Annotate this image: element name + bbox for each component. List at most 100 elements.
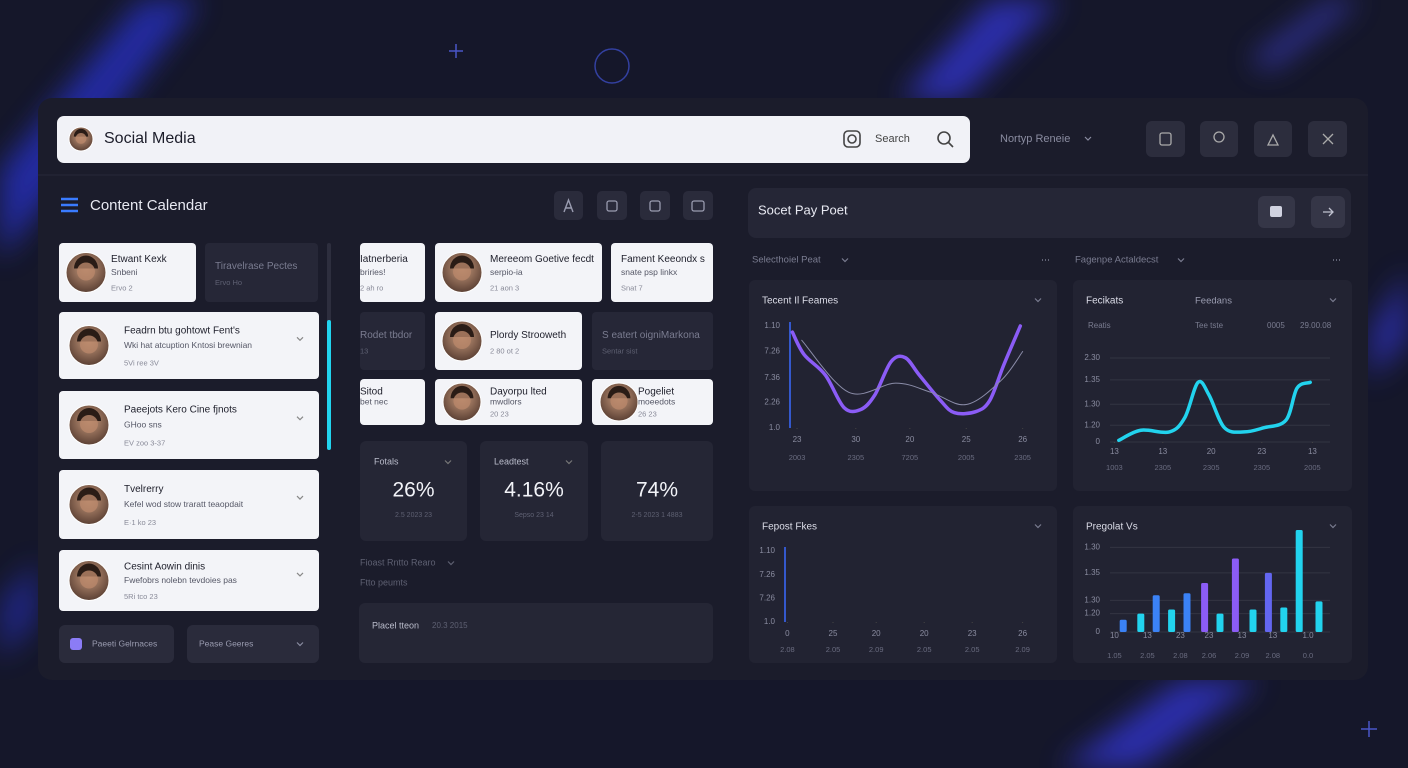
calendar-tools[interactable] bbox=[554, 191, 713, 220]
post-card[interactable] bbox=[360, 312, 425, 370]
x-tick-sublabel: 2.05 bbox=[1140, 651, 1155, 660]
chart-panel bbox=[749, 280, 1057, 491]
card-subtitle: serpio-ia bbox=[490, 267, 523, 277]
post-card[interactable] bbox=[59, 550, 319, 611]
card-title: Plordy Strooweth bbox=[490, 330, 566, 341]
post-card[interactable] bbox=[360, 243, 425, 302]
y-tick-label: 1.35 bbox=[1084, 375, 1100, 384]
link: Ftto peumts bbox=[360, 577, 408, 587]
x-tick-label: 23 bbox=[1205, 631, 1214, 640]
post-card[interactable] bbox=[59, 391, 319, 459]
avatar-head bbox=[80, 415, 98, 433]
bar bbox=[1280, 607, 1288, 632]
section-title: Content Calendar bbox=[90, 197, 208, 214]
post-card[interactable] bbox=[360, 379, 425, 425]
card-title: Iatnerberia bbox=[360, 254, 408, 265]
x-tick-sublabel: 2305 bbox=[847, 453, 864, 462]
x-tick-label: 10 bbox=[1110, 631, 1119, 640]
avatar-head bbox=[453, 392, 471, 410]
y-tick-label: 1.30 bbox=[1084, 399, 1100, 408]
card-meta: 5Ri tco 23 bbox=[124, 592, 158, 601]
card-meta: Snat 7 bbox=[621, 283, 643, 292]
post-card[interactable] bbox=[611, 243, 713, 302]
y-tick-label: 7.26 bbox=[759, 570, 775, 579]
line-series bbox=[790, 324, 1023, 416]
y-tick-label: 1.0 bbox=[769, 423, 781, 432]
chevron bbox=[841, 258, 849, 263]
link: Fioast Rntto Rearo bbox=[360, 557, 436, 567]
bar bbox=[1201, 583, 1209, 632]
card-meta: 2 80 ot 2 bbox=[490, 346, 519, 355]
y-tick-label: 2.30 bbox=[1084, 353, 1100, 362]
column-header: Reatis bbox=[1088, 321, 1111, 330]
card-subtitle: bet nec bbox=[360, 396, 389, 406]
card-title: Etwant Kexk bbox=[111, 254, 168, 265]
card-meta: Ervo 2 bbox=[111, 283, 133, 292]
button-label: Pease Geeres bbox=[199, 638, 253, 648]
x-tick-sublabel: 2.08 bbox=[1173, 651, 1188, 660]
x-tick-sublabel: 2005 bbox=[958, 453, 975, 462]
chart-title: Tecent Il Feames bbox=[762, 296, 838, 307]
filter-button[interactable] bbox=[187, 625, 319, 663]
avatar-head bbox=[75, 133, 87, 144]
y-tick-label: 1.20 bbox=[1084, 609, 1100, 618]
post-card[interactable] bbox=[435, 243, 602, 302]
chevron bbox=[1329, 298, 1337, 303]
x-tick-sublabel: 2.05 bbox=[917, 645, 932, 654]
x-tick-sublabel: 2.08 bbox=[1265, 651, 1280, 660]
panel-label: Placel tteon bbox=[372, 620, 419, 630]
x-tick-label: 30 bbox=[851, 435, 860, 444]
card-subtitle: Snbeni bbox=[111, 267, 138, 277]
chevron bbox=[1034, 524, 1042, 529]
line-series bbox=[1117, 379, 1312, 443]
card-meta: 2 ah ro bbox=[360, 283, 383, 292]
card-meta: 5Vi ree 3V bbox=[124, 359, 159, 368]
column-header: 0005 bbox=[1267, 321, 1285, 330]
bar bbox=[1315, 601, 1323, 632]
bar bbox=[1152, 595, 1160, 632]
stat-card bbox=[601, 441, 713, 541]
post-card[interactable] bbox=[592, 312, 713, 370]
x-tick-label: 13 bbox=[1158, 447, 1167, 456]
chart-subtitle: Feedans bbox=[1195, 296, 1232, 307]
user-menu[interactable]: Nortyp Reneie bbox=[1000, 133, 1070, 145]
x-tick-label: 13 bbox=[1143, 631, 1152, 640]
card-meta: Sentar sist bbox=[602, 346, 638, 355]
stat-value: 74% bbox=[636, 479, 678, 502]
card-title: Sitod bbox=[360, 387, 383, 398]
filter-button[interactable] bbox=[59, 625, 174, 663]
y-tick-label: 1.10 bbox=[759, 546, 775, 555]
bar bbox=[1264, 572, 1272, 632]
chart-title: Pregolat Vs bbox=[1086, 522, 1138, 533]
card-subtitle: Wki hat atcuption Kntosi brewnian bbox=[124, 340, 252, 350]
x-tick-sublabel: 2.05 bbox=[965, 645, 980, 654]
search-placeholder[interactable]: Search bbox=[875, 133, 910, 145]
analytics-buttons[interactable] bbox=[1258, 196, 1345, 228]
card-title: Cesint Aowin dinis bbox=[124, 562, 205, 573]
post-card[interactable] bbox=[59, 312, 319, 379]
hamburger-icon[interactable] bbox=[61, 197, 78, 213]
x-tick-sublabel: 2305 bbox=[1014, 453, 1031, 462]
post-card[interactable] bbox=[205, 243, 318, 302]
avatar-head bbox=[453, 331, 471, 349]
filter-label: Fagenpe Actaldecst bbox=[1075, 255, 1159, 266]
search-bar[interactable] bbox=[57, 116, 970, 163]
x-tick-label: 13 bbox=[1268, 631, 1277, 640]
card-meta: Ervo Ho bbox=[215, 278, 242, 287]
scrollbar[interactable] bbox=[327, 243, 331, 450]
x-tick-sublabel: 1.05 bbox=[1107, 651, 1122, 660]
card-title: Mereeom Goetive fecdt bbox=[490, 254, 594, 265]
bar bbox=[1231, 558, 1239, 632]
post-card[interactable] bbox=[59, 470, 319, 539]
y-tick-label: 2.26 bbox=[764, 398, 780, 407]
card-title: Tvelrerry bbox=[124, 484, 163, 495]
avatar-head bbox=[80, 494, 98, 513]
chevron bbox=[1329, 524, 1337, 529]
toolbar[interactable] bbox=[1146, 121, 1347, 157]
card-subtitle: mwdlors bbox=[490, 396, 522, 406]
stat-label: Leadtest bbox=[494, 456, 529, 466]
x-tick-sublabel: 0.0 bbox=[1303, 651, 1313, 660]
card-title: Pogeliet bbox=[638, 387, 674, 398]
y-tick-label: 1.20 bbox=[1084, 420, 1100, 429]
